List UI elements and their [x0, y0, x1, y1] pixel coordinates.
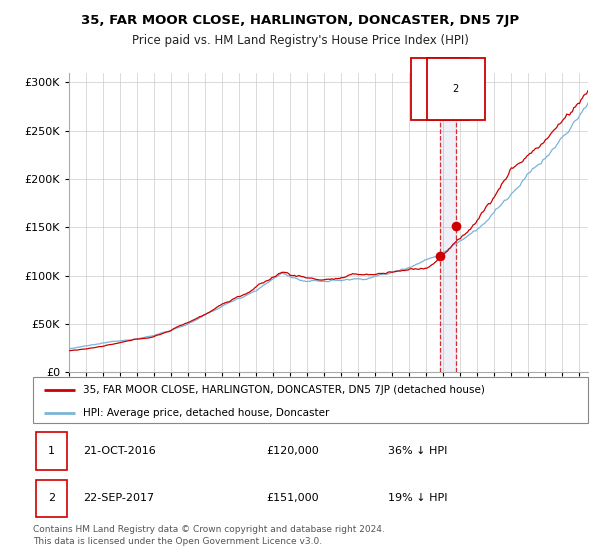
Text: 22-SEP-2017: 22-SEP-2017: [83, 493, 154, 503]
Text: 1: 1: [437, 84, 443, 94]
Text: 2: 2: [48, 493, 55, 503]
Text: Price paid vs. HM Land Registry's House Price Index (HPI): Price paid vs. HM Land Registry's House …: [131, 34, 469, 46]
Text: 35, FAR MOOR CLOSE, HARLINGTON, DONCASTER, DN5 7JP (detached house): 35, FAR MOOR CLOSE, HARLINGTON, DONCASTE…: [83, 385, 485, 395]
Bar: [440, 73, 456, 372]
Text: 21-OCT-2016: 21-OCT-2016: [83, 446, 156, 456]
FancyBboxPatch shape: [36, 479, 67, 517]
Text: £120,000: £120,000: [266, 446, 319, 456]
FancyBboxPatch shape: [33, 377, 588, 423]
Text: 19% ↓ HPI: 19% ↓ HPI: [388, 493, 448, 503]
Text: £151,000: £151,000: [266, 493, 319, 503]
Text: 35, FAR MOOR CLOSE, HARLINGTON, DONCASTER, DN5 7JP: 35, FAR MOOR CLOSE, HARLINGTON, DONCASTE…: [81, 14, 519, 27]
Text: 1: 1: [48, 446, 55, 456]
Text: Contains HM Land Registry data © Crown copyright and database right 2024.
This d: Contains HM Land Registry data © Crown c…: [33, 525, 385, 545]
Text: 2: 2: [452, 84, 459, 94]
Text: 36% ↓ HPI: 36% ↓ HPI: [388, 446, 448, 456]
Text: HPI: Average price, detached house, Doncaster: HPI: Average price, detached house, Donc…: [83, 408, 329, 418]
FancyBboxPatch shape: [36, 432, 67, 470]
